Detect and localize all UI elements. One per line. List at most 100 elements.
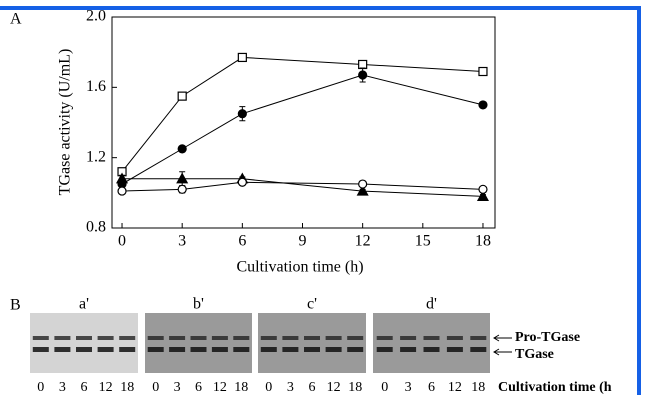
- band: [347, 336, 363, 340]
- band: [148, 347, 164, 352]
- lane-label: 12: [448, 380, 462, 395]
- lane-label: 6: [309, 380, 316, 395]
- marker: [359, 60, 367, 68]
- band: [76, 336, 92, 340]
- marker: [359, 71, 367, 79]
- marker: [178, 185, 186, 193]
- y-tick-label: 1.6: [86, 78, 106, 95]
- lane-label: 6: [428, 380, 435, 395]
- lane-label: 12: [213, 380, 227, 395]
- marker: [238, 53, 246, 61]
- band: [447, 336, 463, 340]
- band: [282, 347, 298, 352]
- marker: [178, 145, 186, 153]
- marker: [238, 178, 246, 186]
- band: [304, 336, 320, 340]
- band: [377, 347, 393, 352]
- band: [191, 336, 207, 340]
- band: [98, 336, 114, 340]
- y-tick-label: 0.8: [86, 219, 106, 236]
- band: [377, 336, 393, 340]
- y-tick-label: 1.2: [86, 148, 106, 165]
- y-tick-label: 2.0: [86, 8, 106, 25]
- band: [447, 347, 463, 352]
- lane-label: 0: [152, 380, 159, 395]
- band: [212, 347, 228, 352]
- gel: [145, 313, 252, 373]
- panel-label: A: [10, 11, 22, 28]
- band: [470, 347, 486, 352]
- x-axis-label: Cultivation time (h: [498, 380, 612, 395]
- band: [119, 336, 135, 340]
- band: [119, 347, 135, 352]
- gel: [258, 313, 366, 373]
- x-axis-label: Cultivation time (h): [236, 259, 363, 276]
- lane-label: 3: [287, 380, 294, 395]
- lane-label: 6: [81, 380, 88, 395]
- gel: [30, 313, 138, 373]
- marker: [178, 92, 186, 100]
- gel-label: b': [193, 296, 204, 313]
- band: [98, 347, 114, 352]
- lane-label: 12: [327, 380, 341, 395]
- lane-label: 18: [348, 380, 362, 395]
- band: [33, 336, 49, 340]
- lane-label: 3: [59, 380, 66, 395]
- lane-label: 18: [120, 380, 134, 395]
- gel-label: c': [307, 296, 317, 313]
- lane-label: 18: [234, 380, 248, 395]
- lane-label: 3: [405, 380, 412, 395]
- band-label: Pro-TGase: [515, 330, 580, 345]
- band: [282, 336, 298, 340]
- band: [304, 347, 320, 352]
- band: [191, 347, 207, 352]
- band: [326, 336, 342, 340]
- panel-label: B: [10, 297, 21, 314]
- lane-label: 18: [471, 380, 485, 395]
- band: [347, 347, 363, 352]
- band: [212, 336, 228, 340]
- band: [261, 347, 277, 352]
- band: [326, 347, 342, 352]
- band: [54, 336, 70, 340]
- band: [233, 347, 249, 352]
- gel: [373, 313, 490, 373]
- lane-label: 0: [37, 380, 44, 395]
- marker: [479, 68, 487, 76]
- band: [470, 336, 486, 340]
- band: [400, 347, 416, 352]
- x-tick-label: 6: [238, 233, 246, 250]
- x-tick-label: 18: [475, 233, 491, 250]
- band-label: TGase: [515, 347, 554, 362]
- lane-label: 0: [265, 380, 272, 395]
- band: [400, 336, 416, 340]
- band: [169, 336, 185, 340]
- marker: [359, 180, 367, 188]
- lane-label: 6: [195, 380, 202, 395]
- x-tick-label: 3: [178, 233, 186, 250]
- x-tick-label: 15: [415, 233, 431, 250]
- marker: [479, 101, 487, 109]
- gel-label: d': [426, 296, 437, 313]
- band: [424, 347, 440, 352]
- band: [261, 336, 277, 340]
- marker: [238, 110, 246, 118]
- lane-label: 3: [174, 380, 181, 395]
- x-tick-label: 0: [118, 233, 126, 250]
- band: [424, 336, 440, 340]
- band: [148, 336, 164, 340]
- band: [169, 347, 185, 352]
- marker: [479, 185, 487, 193]
- marker: [118, 187, 126, 195]
- lane-label: 12: [99, 380, 113, 395]
- band: [233, 336, 249, 340]
- band: [76, 347, 92, 352]
- x-tick-label: 12: [355, 233, 371, 250]
- y-axis-label: TGase activity (U/mL): [57, 49, 74, 196]
- band: [54, 347, 70, 352]
- x-tick-label: 9: [298, 233, 306, 250]
- figure: A Cultivation time (h) TGase activity (U…: [0, 0, 645, 395]
- band: [33, 347, 49, 352]
- lane-label: 0: [381, 380, 388, 395]
- gel-label: a': [79, 296, 89, 313]
